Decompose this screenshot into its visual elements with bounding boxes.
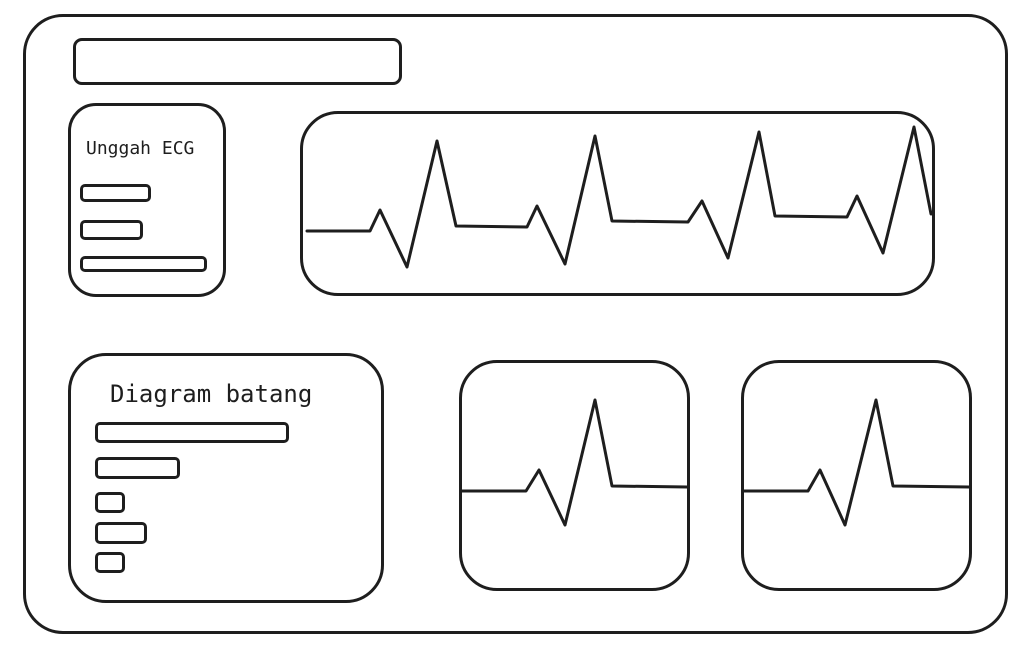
ecg-thumbnail-card-1[interactable]	[459, 360, 690, 591]
bar-chart-bar	[95, 552, 125, 573]
bar-chart-bar	[95, 457, 180, 479]
ecg-thumbnail-graphic	[744, 398, 969, 527]
upload-option-1[interactable]	[80, 184, 151, 202]
top-search-bar[interactable]	[73, 38, 402, 85]
ecg-waveform-line	[305, 125, 932, 269]
bar-chart-bar	[95, 422, 289, 443]
bar-chart-bar	[95, 492, 125, 513]
upload-ecg-panel	[68, 103, 226, 297]
upload-option-3[interactable]	[80, 256, 207, 272]
upload-ecg-title: Unggah ECG	[86, 138, 195, 159]
app-frame	[23, 14, 1008, 634]
ecg-thumbnail-card-2[interactable]	[741, 360, 972, 591]
ecg-waveform-panel	[300, 111, 935, 296]
ecg-thumbnail-line	[744, 398, 969, 527]
bar-chart-title: Diagram batang	[110, 380, 313, 408]
upload-option-2[interactable]	[80, 220, 143, 240]
ecg-thumbnail-graphic	[462, 398, 687, 527]
ecg-thumbnail-line	[462, 398, 687, 527]
bar-chart-panel	[68, 353, 384, 603]
ecg-waveform-graphic	[305, 125, 932, 269]
bar-chart-bar	[95, 522, 147, 544]
